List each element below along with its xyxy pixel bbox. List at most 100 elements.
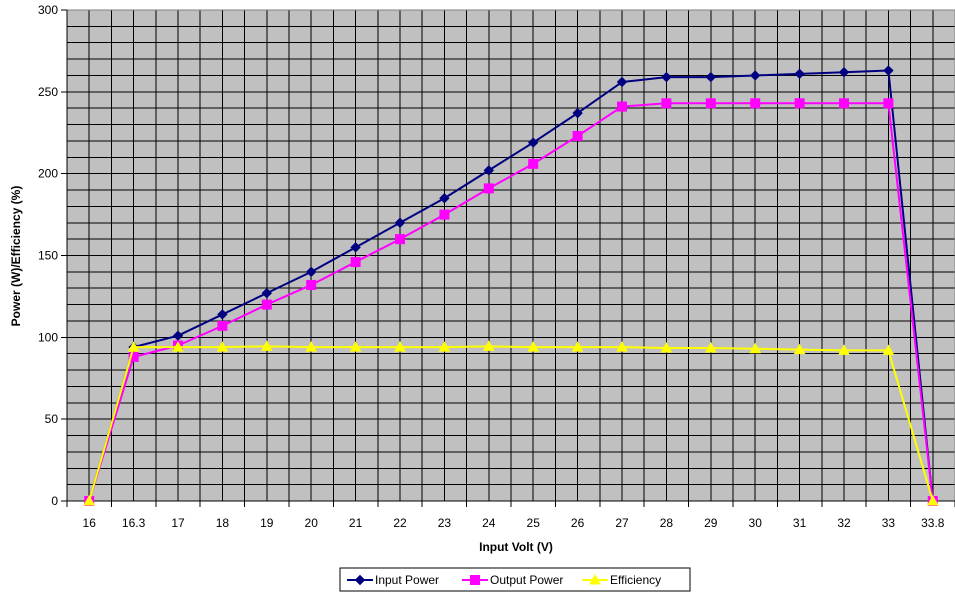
data-point-output-power bbox=[306, 279, 317, 290]
data-point-input-power bbox=[527, 137, 539, 148]
x-tick-label: 23 bbox=[438, 516, 452, 530]
data-point-input-power bbox=[305, 266, 317, 278]
y-axis-title: Power (W)/Efficiency (%) bbox=[9, 186, 23, 327]
data-point-input-power bbox=[439, 193, 450, 204]
x-tick-label: 27 bbox=[615, 516, 629, 530]
x-tick-label: 18 bbox=[216, 516, 230, 530]
data-point-input-power bbox=[350, 242, 361, 253]
y-tick-label: 300 bbox=[38, 3, 58, 17]
series-efficiency bbox=[83, 340, 939, 506]
data-point-output-power bbox=[572, 131, 583, 142]
data-point-output-power bbox=[839, 98, 849, 109]
data-point-efficiency bbox=[704, 341, 717, 353]
data-point-input-power bbox=[394, 217, 406, 228]
data-point-input-power bbox=[483, 165, 495, 176]
x-tick-label: 24 bbox=[482, 516, 496, 530]
data-point-output-power bbox=[617, 101, 627, 112]
data-point-output-power bbox=[439, 209, 450, 220]
data-point-efficiency bbox=[660, 341, 673, 353]
data-point-efficiency bbox=[305, 341, 318, 352]
legend-item-efficiency: Efficiency bbox=[582, 573, 661, 587]
data-point-output-power bbox=[794, 98, 805, 109]
data-point-input-power bbox=[749, 70, 761, 81]
legend-marker-input-power bbox=[354, 574, 366, 586]
data-point-efficiency bbox=[838, 344, 850, 355]
x-tick-label: 20 bbox=[305, 516, 319, 530]
x-tick-label: 33.8 bbox=[921, 516, 945, 530]
x-tick-label: 22 bbox=[393, 516, 407, 530]
data-point-input-power bbox=[883, 65, 894, 76]
data-point-input-power bbox=[616, 76, 628, 88]
series-line-output-power bbox=[88, 102, 934, 502]
data-point-input-power bbox=[661, 71, 672, 83]
data-point-efficiency bbox=[127, 341, 140, 352]
legend-box bbox=[339, 567, 691, 592]
gridlines bbox=[67, 10, 955, 501]
series-group bbox=[83, 65, 939, 507]
data-point-output-power bbox=[661, 98, 672, 109]
x-tick-label: 33 bbox=[882, 516, 896, 530]
x-tick-label: 31 bbox=[793, 516, 807, 530]
data-point-efficiency bbox=[749, 342, 762, 354]
data-point-efficiency bbox=[926, 494, 939, 506]
data-point-output-power bbox=[395, 234, 405, 245]
data-point-efficiency bbox=[394, 341, 406, 352]
data-point-output-power bbox=[705, 98, 716, 109]
legend-label-output-power: Output Power bbox=[490, 573, 563, 587]
data-point-output-power bbox=[261, 299, 272, 310]
x-tick-label: 25 bbox=[527, 516, 541, 530]
data-point-efficiency bbox=[83, 494, 96, 506]
data-point-input-power bbox=[217, 309, 228, 320]
legend-marker-efficiency bbox=[589, 573, 601, 585]
legend-marker-output-power bbox=[470, 575, 480, 585]
data-point-input-power bbox=[705, 71, 717, 83]
y-tick-label: 200 bbox=[38, 167, 58, 181]
data-point-efficiency bbox=[793, 343, 806, 355]
y-tick-label: 50 bbox=[45, 412, 59, 426]
data-point-input-power bbox=[261, 287, 273, 299]
legend-label-efficiency: Efficiency bbox=[610, 573, 661, 587]
x-tick-label: 21 bbox=[349, 516, 363, 530]
data-point-output-power bbox=[350, 257, 361, 268]
x-tick-label: 17 bbox=[171, 516, 185, 530]
x-tick-label: 19 bbox=[260, 516, 274, 530]
x-tick-label: 26 bbox=[571, 516, 585, 530]
data-point-efficiency bbox=[882, 344, 895, 355]
series-line-input-power bbox=[88, 69, 934, 502]
y-tick-label: 0 bbox=[51, 494, 58, 508]
x-tick-label: 16.3 bbox=[122, 516, 146, 530]
data-point-output-power bbox=[883, 98, 894, 109]
data-point-efficiency bbox=[482, 340, 495, 351]
data-point-efficiency bbox=[571, 341, 584, 352]
series-output-power bbox=[84, 98, 938, 506]
data-point-output-power bbox=[483, 183, 494, 194]
data-point-efficiency bbox=[438, 341, 451, 352]
y-tick-label: 150 bbox=[38, 249, 58, 263]
legend-item-output-power: Output Power bbox=[462, 573, 563, 587]
data-point-input-power bbox=[838, 66, 850, 78]
data-point-efficiency bbox=[527, 341, 540, 352]
x-tick-label: 16 bbox=[83, 516, 97, 530]
legend: Input Power Output Power Efficiency bbox=[339, 567, 691, 592]
data-point-efficiency bbox=[172, 341, 184, 352]
data-point-input-power bbox=[572, 107, 583, 119]
data-point-efficiency bbox=[349, 341, 362, 352]
data-point-efficiency bbox=[260, 340, 273, 351]
legend-item-input-power: Input Power bbox=[347, 573, 439, 587]
data-point-input-power bbox=[172, 330, 184, 341]
axes: 0 50 100 150 200 250 300 16 16.3 17 18 19 20 21 22 23 24… bbox=[38, 3, 955, 530]
y-tick-label: 100 bbox=[38, 330, 58, 344]
x-tick-label: 30 bbox=[749, 516, 763, 530]
series-line-efficiency bbox=[88, 345, 934, 502]
x-tick-label: 32 bbox=[837, 516, 851, 530]
data-point-output-power bbox=[128, 351, 139, 362]
data-point-efficiency bbox=[216, 341, 229, 352]
data-point-efficiency bbox=[616, 341, 628, 352]
data-point-input-power bbox=[794, 68, 805, 80]
x-axis-title: Input Volt (V) bbox=[479, 540, 553, 554]
data-point-output-power bbox=[217, 320, 228, 331]
x-tick-label: 28 bbox=[660, 516, 674, 530]
legend-label-input-power: Input Power bbox=[375, 573, 439, 587]
data-point-output-power bbox=[528, 158, 539, 169]
